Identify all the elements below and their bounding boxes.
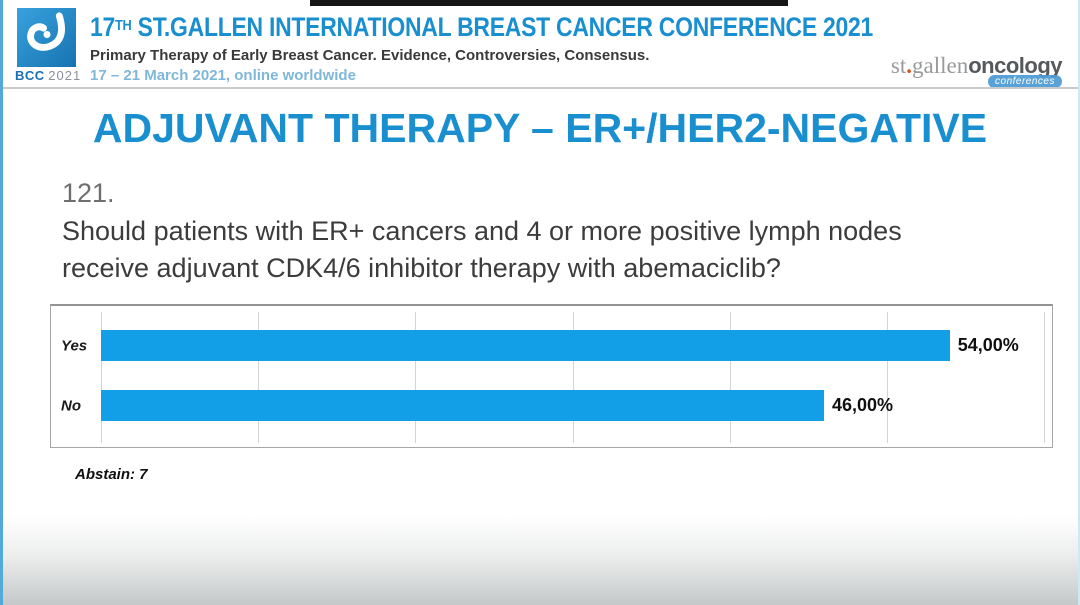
question-number: 121. xyxy=(62,178,115,208)
bcc-text: BCC xyxy=(15,68,45,83)
category-label: No xyxy=(61,397,81,414)
bcc-logo-label: BCC 2021 xyxy=(15,68,95,83)
header-divider xyxy=(0,87,1080,89)
poll-chart: Yes 54,00% No 46,00% xyxy=(50,304,1053,448)
stgallen-oncology-logo: st.gallenoncology conferences xyxy=(890,53,1062,88)
brand-dot: . xyxy=(906,53,913,78)
value-label: 46,00% xyxy=(831,395,894,415)
chart-row: No 46,00% xyxy=(51,390,1052,421)
conference-title: 17TH ST.GALLEN INTERNATIONAL BREAST CANC… xyxy=(90,12,873,43)
brand-gallen: gallen xyxy=(912,53,969,78)
bottom-fade-strip xyxy=(0,516,1080,605)
bar-no xyxy=(101,390,824,421)
abstain-note: Abstain: 7 xyxy=(75,466,148,483)
value-label: 54,00% xyxy=(957,335,1019,355)
left-edge-stripe xyxy=(0,0,3,605)
conference-title-ordinal: TH xyxy=(115,17,132,34)
category-label: Yes xyxy=(61,337,88,354)
slide-title: ADJUVANT THERAPY – ER+/HER2-NEGATIVE xyxy=(92,105,988,151)
bar-yes xyxy=(101,330,950,361)
swan-drop-icon xyxy=(17,8,76,67)
conference-header: BCC 2021 17TH ST.GALLEN INTERNATIONAL BR… xyxy=(0,0,1080,89)
bar-track: 54,00% xyxy=(101,330,1044,361)
conference-title-text: ST.GALLEN INTERNATIONAL BREAST CANCER CO… xyxy=(131,12,874,42)
conference-dates: 17 – 21 March 2021, online worldwide xyxy=(90,67,356,84)
brand-st: st xyxy=(890,53,907,78)
bar-track: 46,00% xyxy=(101,390,1044,421)
brand-conferences-tag: conferences xyxy=(988,75,1062,88)
chart-gridlines xyxy=(101,312,1045,443)
question-text: Should patients with ER+ cancers and 4 o… xyxy=(62,216,902,284)
top-edge-bar xyxy=(310,0,788,6)
chart-row: Yes 54,00% xyxy=(51,330,1052,361)
bcc-year: 2021 xyxy=(48,68,82,83)
conference-title-number: 17 xyxy=(90,12,116,42)
brand-oncology: oncology xyxy=(968,53,1062,78)
conference-subtitle: Primary Therapy of Early Breast Cancer. … xyxy=(90,47,650,64)
right-edge-stripe xyxy=(1078,0,1080,605)
